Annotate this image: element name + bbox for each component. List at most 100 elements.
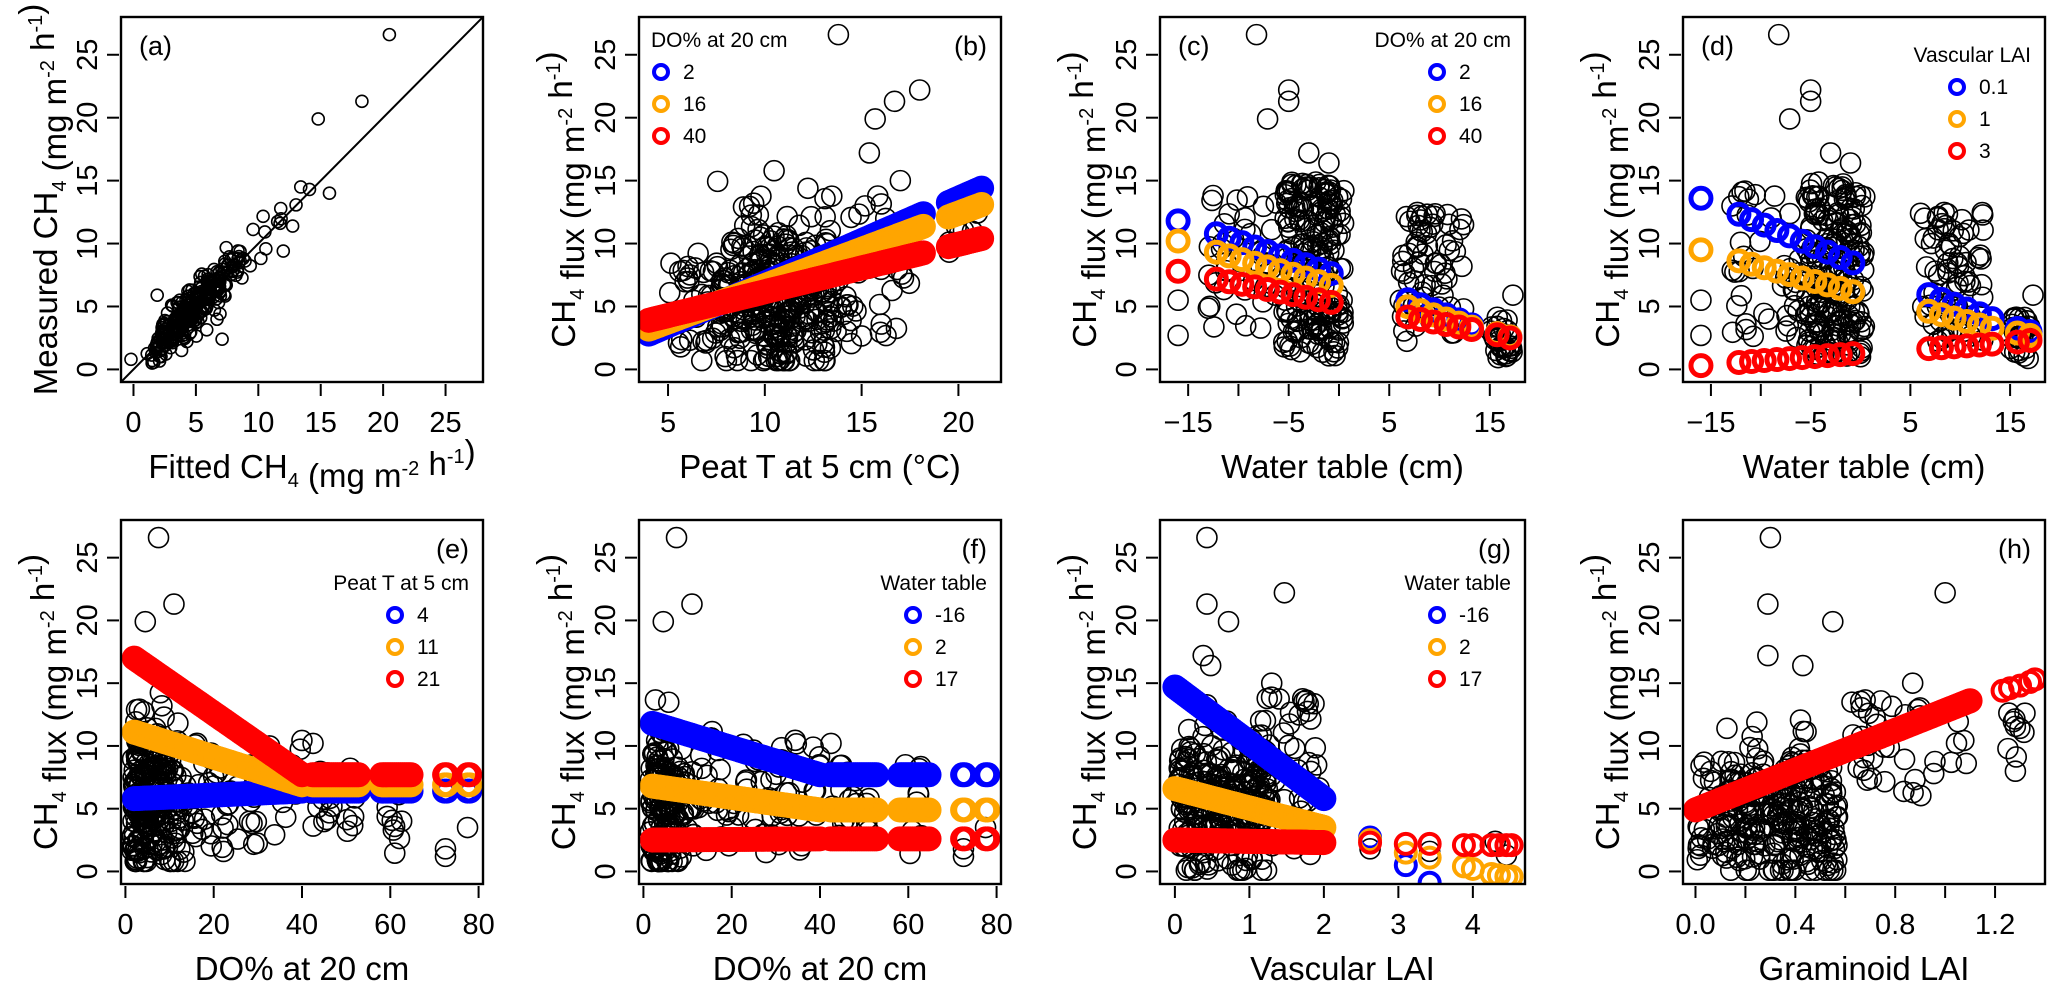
observed-point — [1757, 644, 1779, 667]
observed-point — [1909, 202, 1932, 225]
observed-point — [952, 838, 975, 860]
observed-point — [723, 336, 745, 359]
fitted-point — [1216, 243, 1242, 269]
x-tick-label: 15 — [305, 407, 337, 439]
fitted-point — [1827, 275, 1853, 301]
observed-point — [770, 311, 793, 334]
observed-point — [1758, 308, 1780, 330]
fitted-series-1 — [1688, 237, 2043, 348]
observed-point — [1839, 152, 1862, 174]
x-tick-label: 60 — [892, 909, 924, 941]
x-tick-label: 5 — [1902, 407, 1918, 439]
axis-label-part-main: CH — [1066, 802, 1103, 850]
observed-point — [1312, 324, 1334, 347]
observed-point — [1394, 262, 1416, 285]
observed-point — [1260, 672, 1283, 694]
y-tick-label: 5 — [72, 298, 104, 314]
x-tick-label: 4 — [1465, 909, 1481, 941]
fitted-series-2 — [639, 773, 1001, 823]
axis-label-part-sup2: -1 — [543, 62, 565, 80]
x-axis-label: DO% at 20 cm — [195, 950, 410, 987]
observed-point — [147, 355, 161, 370]
fitted-point — [1840, 341, 1866, 367]
observed-point — [1281, 187, 1303, 210]
fitted-point — [2004, 329, 2030, 355]
axis-label-part-sub: 4 — [567, 289, 589, 300]
observed-point — [1734, 180, 1756, 202]
fitted-point — [975, 762, 1001, 788]
observed-point — [1860, 767, 1883, 790]
observed-point — [1800, 172, 1823, 195]
observed-point — [687, 242, 709, 265]
legend-item: 0.1 — [1948, 76, 2008, 99]
observed-point — [1391, 250, 1414, 273]
observed-point — [1767, 23, 1790, 46]
observed-point — [821, 290, 843, 313]
observed-point — [134, 610, 157, 633]
legend-marker — [1948, 142, 1966, 160]
observed-point — [1745, 747, 1768, 769]
x-tick-label: 20 — [716, 909, 748, 941]
fitted-point — [1789, 228, 1815, 254]
observed-point — [740, 349, 762, 372]
axis-label-part-sup1: -2 — [1076, 610, 1098, 628]
y-tick-label: 25 — [1111, 39, 1143, 71]
observed-point — [1218, 203, 1240, 225]
observed-point — [759, 236, 782, 259]
fitted-point — [346, 762, 372, 788]
observed-point — [1817, 793, 1840, 815]
observed-point — [690, 757, 713, 780]
fitted-series-40 — [639, 226, 995, 333]
legend-label: 17 — [1459, 668, 1482, 691]
legend-marker — [652, 127, 670, 145]
observed-point — [782, 326, 805, 349]
observed-point — [1409, 209, 1432, 231]
axis-label-part-sub: 4 — [1088, 791, 1110, 802]
observed-point — [1323, 239, 1345, 262]
x-tick-label: 0 — [635, 909, 651, 941]
observed-point — [820, 732, 842, 755]
observed-point — [1393, 320, 1415, 342]
x-tick-label: 20 — [367, 407, 399, 439]
observed-point — [1318, 345, 1340, 367]
legend-item: 17 — [904, 668, 958, 691]
y-tick-label: 15 — [1111, 667, 1143, 699]
axis-label-part-mid: h — [1063, 583, 1100, 611]
observed-point — [814, 206, 836, 228]
observed-point — [1398, 242, 1420, 265]
axis-label-part-sup2: -1 — [543, 565, 565, 583]
legend-marker — [1428, 670, 1446, 688]
axis-label-part-unit: flux (mg m — [36, 628, 73, 791]
observed-point — [1942, 247, 1964, 270]
observed-point — [1817, 837, 1839, 859]
x-tick-label: −15 — [1686, 407, 1735, 439]
y-tick-label: 5 — [590, 298, 622, 314]
y-tick-label: 20 — [1111, 604, 1143, 636]
legend-marker — [904, 606, 922, 624]
axis-label-part-mid: h — [24, 583, 61, 611]
observed-point — [172, 809, 195, 831]
observed-point — [1716, 717, 1738, 740]
observed-point — [752, 349, 775, 372]
y-tick-label: 25 — [590, 39, 622, 71]
observed-point — [1954, 270, 1976, 293]
observed-point — [794, 307, 817, 330]
fitted-point — [1203, 266, 1229, 292]
fitted-point — [1408, 306, 1434, 332]
axis-label-part-sup1: -2 — [1076, 108, 1098, 126]
legend-title: DO% at 20 cm — [651, 29, 788, 52]
fitted-point — [1764, 347, 1790, 373]
legend-marker — [904, 670, 922, 688]
axis-label-part-sup2: -1 — [25, 15, 47, 33]
observed-point — [1873, 770, 1896, 793]
observed-point — [238, 810, 261, 833]
y-tick-label: 10 — [72, 227, 104, 259]
observed-point — [188, 298, 203, 313]
y-tick-label: 15 — [590, 667, 622, 699]
